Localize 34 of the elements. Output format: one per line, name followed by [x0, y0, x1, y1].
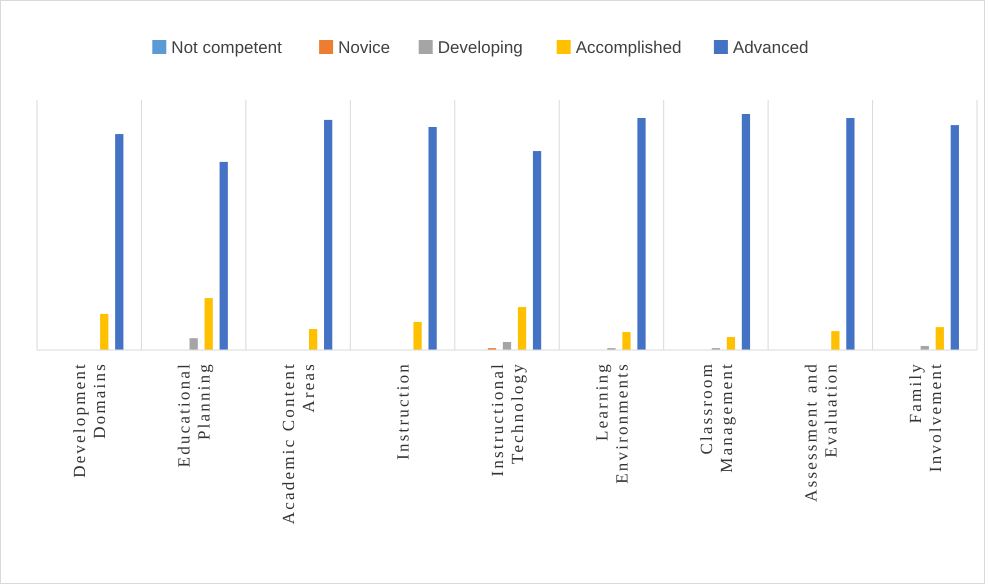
bar — [532, 151, 542, 350]
bar — [742, 114, 750, 350]
x-tick-label: Family Involvement — [906, 362, 945, 472]
bar — [502, 342, 512, 350]
bar — [726, 337, 736, 350]
x-tick-label: Academic Content Areas — [279, 362, 318, 524]
x-tick-label: Learning Environments — [592, 362, 632, 484]
bar — [936, 327, 944, 350]
bar — [324, 120, 332, 350]
bar — [428, 126, 437, 350]
legend-label: Novice — [338, 38, 390, 57]
x-tick-label: Classroom Management — [696, 362, 736, 473]
legend-label: Accomplished — [576, 38, 682, 57]
bar — [831, 331, 840, 350]
bar — [413, 322, 422, 350]
bar — [100, 314, 108, 350]
x-tick-label: Instruction — [394, 362, 413, 460]
legend-label: Not competent — [171, 38, 282, 57]
bar — [950, 125, 959, 350]
legend-label: Developing — [438, 38, 523, 57]
bar — [309, 328, 318, 350]
bar — [204, 298, 213, 350]
bar — [115, 134, 124, 350]
bar — [622, 332, 631, 350]
bar — [637, 118, 646, 350]
x-tick-label: Development Domains — [70, 362, 110, 478]
x-tick-label: Instructional Technology — [488, 362, 527, 477]
legend-label: Advanced — [732, 38, 809, 57]
bar — [846, 118, 855, 350]
x-tick-label: Assessment and Evaluation — [801, 362, 840, 502]
bar — [220, 162, 228, 350]
bar — [518, 307, 526, 350]
x-tick-label: Educational Planning — [174, 362, 214, 468]
bar — [190, 338, 198, 350]
